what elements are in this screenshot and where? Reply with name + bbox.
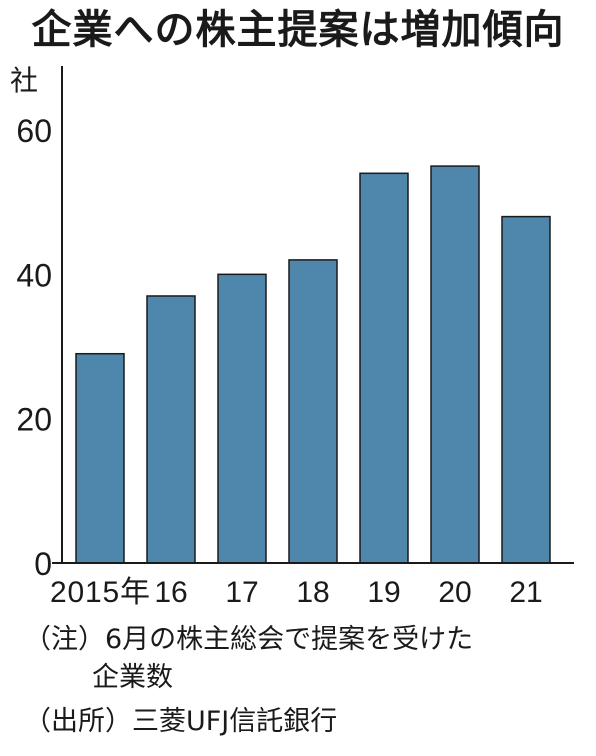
- bar-2015年: [75, 352, 125, 564]
- y-axis-unit-label: 社: [10, 64, 38, 97]
- x-tick-label: 2015年: [50, 576, 150, 609]
- y-tick-label: 40: [16, 257, 52, 293]
- note-line-1: （注）6月の株主総会で提案を受けた: [24, 624, 474, 655]
- bar-19: [359, 172, 409, 564]
- bar-16: [146, 295, 196, 564]
- y-tick-label: 0: [34, 546, 52, 582]
- chart-title: 企業への株主提案は増加傾向: [31, 7, 565, 53]
- y-tick-label: 60: [16, 113, 52, 149]
- x-tick-label: 18: [296, 576, 329, 609]
- x-tick-label: 17: [225, 576, 258, 609]
- source-note: （出所）三菱UFJ信託銀行: [24, 706, 338, 737]
- bar-21: [501, 215, 551, 564]
- x-tick-label: 19: [367, 576, 400, 609]
- x-tick-label: 21: [509, 576, 542, 609]
- bar-chart: 社 0 20 40 60 2015年 16 17 18 19 20 21: [10, 64, 574, 609]
- note-line-2: 企業数: [92, 662, 173, 693]
- bar-18: [288, 259, 338, 564]
- bar-17: [217, 273, 267, 564]
- x-tick-label: 16: [154, 576, 187, 609]
- y-tick-label: 20: [16, 402, 52, 438]
- bar-20: [430, 165, 480, 564]
- x-tick-label: 20: [438, 576, 471, 609]
